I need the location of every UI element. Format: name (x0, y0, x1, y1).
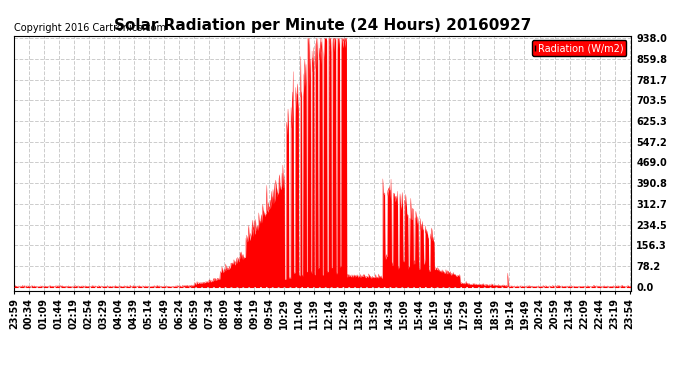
Legend: Radiation (W/m2): Radiation (W/m2) (532, 40, 627, 56)
Text: Copyright 2016 Cartronics.com: Copyright 2016 Cartronics.com (14, 23, 166, 33)
Title: Solar Radiation per Minute (24 Hours) 20160927: Solar Radiation per Minute (24 Hours) 20… (114, 18, 531, 33)
